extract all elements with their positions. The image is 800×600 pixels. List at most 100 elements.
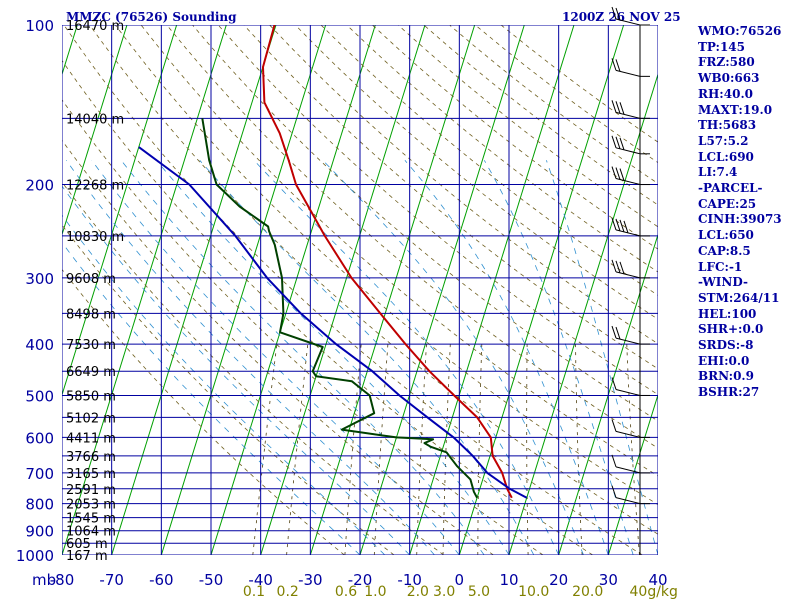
wind-barb-shaft <box>615 388 641 396</box>
wind-barb-flag <box>615 260 621 274</box>
mixing-ratio-line <box>416 344 427 555</box>
index-row: TH:5683 <box>698 118 757 133</box>
wind-barb-shaft <box>615 466 641 474</box>
pressure-tick-label: 700 <box>25 465 54 483</box>
skewed-isotherm <box>0 25 28 555</box>
index-row: CINH:39073 <box>698 212 782 227</box>
wind-barb-flag <box>611 485 617 498</box>
skewed-isotherm <box>160 25 327 555</box>
mixing-ratio-line <box>442 344 451 555</box>
index-row: LCL:650 <box>698 228 754 243</box>
index-row: BSHR:27 <box>698 385 760 400</box>
skewed-isotherm <box>359 25 525 555</box>
wind-barb-flag <box>615 59 621 72</box>
pressure-tick-label: 900 <box>25 523 54 541</box>
temperature-tick-label: -60 <box>149 571 174 589</box>
temperature-axis: -80 -70 -60 -50 -40 -30 -20 -10 0 10 20 30 40 <box>50 571 668 589</box>
skewed-isotherm <box>260 25 426 555</box>
index-row: CAP:8.5 <box>698 243 751 258</box>
moist-adiabat <box>120 160 485 555</box>
temperature-tick-label: 10 <box>499 571 518 589</box>
index-row: MAXT:19.0 <box>698 102 773 117</box>
skewed-isotherm <box>62 25 178 397</box>
temperature-tick-label: 40 <box>648 571 667 589</box>
wind-barb-flag <box>619 137 625 150</box>
moist-adiabat <box>322 160 584 555</box>
mixing-ratio-label: 0.1 <box>243 584 265 600</box>
wind-barb-flag <box>623 220 629 234</box>
wind-barb-flag <box>619 219 625 233</box>
wind-barb-flag <box>611 454 617 468</box>
dry-adiabat <box>114 25 658 506</box>
index-row: SHR+:0.0 <box>698 322 764 337</box>
skewed-isotherm <box>62 25 128 237</box>
mixing-ratio-line <box>626 344 640 555</box>
height-label: 14040 m <box>66 112 124 127</box>
temperature-tick-label: -20 <box>348 571 373 589</box>
height-label: 10830 m <box>66 230 124 245</box>
height-label: 167 m <box>66 549 108 564</box>
mixing-ratio-label: 40g/kg <box>630 584 678 600</box>
height-label: 7530 m <box>66 338 116 353</box>
skewed-isotherm <box>508 72 658 555</box>
wind-barb-flag <box>615 218 621 232</box>
pressure-tick-label: 200 <box>25 177 54 195</box>
index-row: EHI:0.0 <box>698 353 750 368</box>
temperature-tick-label: -30 <box>298 571 323 589</box>
index-row: L57:5.2 <box>698 133 749 148</box>
dry-adiabats <box>0 25 658 555</box>
chart-timestamp: 1200Z 26 NOV 25 <box>562 10 681 24</box>
moist-adiabat <box>62 214 386 555</box>
wind-barb <box>611 166 650 186</box>
moist-adiabat <box>62 185 410 555</box>
temperature-tick-label: -40 <box>248 571 273 589</box>
wind-barb-flag <box>611 100 617 113</box>
height-labels: 16470 m 14040 m 12268 m 10830 m 9608 m 8498 m… <box>66 19 124 564</box>
pressure-tick-label: 1000 <box>16 547 54 565</box>
wind-barb-flag <box>619 261 625 275</box>
wind-barb-flag <box>611 166 617 179</box>
index-row: STM:264/11 <box>698 290 780 305</box>
wind-barb-flag <box>615 7 621 21</box>
height-label: 5850 m <box>66 389 116 404</box>
height-label: 2591 m <box>66 483 116 498</box>
moist-adiabat <box>253 160 560 555</box>
wind-barb-flag <box>611 259 617 273</box>
wind-barb-shaft <box>615 430 641 438</box>
index-row: CAPE:25 <box>698 196 757 211</box>
mixing-ratio-label: 20.0 <box>572 584 603 600</box>
series-parcel-line <box>138 146 528 499</box>
wind-barb-flag <box>611 217 617 231</box>
wind-barb-flag <box>619 102 625 115</box>
height-label: 605 m <box>66 537 108 552</box>
skewed-isotherm <box>458 25 625 555</box>
height-label: 9608 m <box>66 272 116 287</box>
temperature-tick-label: -70 <box>99 571 124 589</box>
wind-barb <box>611 259 650 279</box>
wind-barb-flag <box>611 377 617 390</box>
temperature-tick-label: 30 <box>599 571 618 589</box>
wind-barb-flag <box>615 101 621 114</box>
mixing-ratio-line <box>286 344 309 555</box>
wind-barb <box>611 100 650 119</box>
pressure-tick-label: 800 <box>25 496 54 514</box>
height-label: 6649 m <box>66 365 116 380</box>
wind-barb <box>611 135 650 155</box>
dry-adiabat <box>89 25 658 535</box>
moist-adiabat <box>199 160 535 555</box>
index-row: WMO:76526 <box>698 24 782 38</box>
wind-barb <box>611 58 650 77</box>
mixing-ratio-line <box>252 344 278 555</box>
mixing-ratio-label: 10.0 <box>518 584 549 600</box>
wind-barb <box>611 485 650 505</box>
index-row: FRZ:580 <box>698 55 755 70</box>
skewed-isotherm <box>607 393 658 555</box>
moist-adiabat <box>65 160 435 555</box>
temperature-tick-label: -10 <box>397 571 422 589</box>
moist-adiabat <box>62 241 361 555</box>
chart-title: MMZC (76526) Sounding <box>66 10 237 24</box>
mixing-ratio-line <box>477 344 483 555</box>
temperature-tick-label: 20 <box>549 571 568 589</box>
height-label: 3165 m <box>66 467 116 482</box>
series-temperature-line <box>262 25 513 499</box>
